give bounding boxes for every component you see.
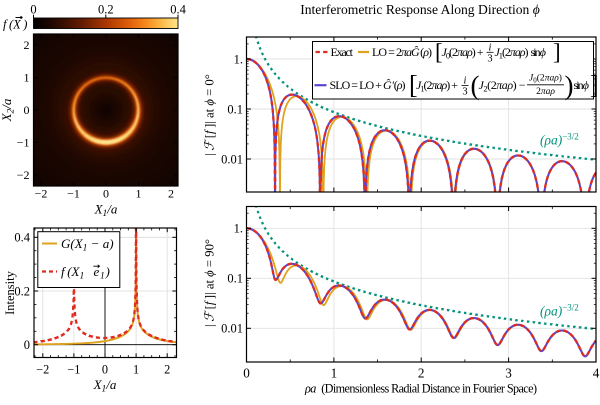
- svg-text:e: e: [94, 264, 100, 279]
- svg-text:1: 1: [24, 71, 30, 85]
- svg-text:f (X1: f (X1: [61, 264, 84, 282]
- svg-text:0.1: 0.1: [227, 102, 243, 116]
- svg-text:2πaρ: 2πaρ: [536, 87, 555, 97]
- svg-text:0.1: 0.1: [227, 272, 243, 286]
- svg-text:[: [: [435, 40, 443, 65]
- svg-text:| ℱ [f ]| at ϕ = 0°: | ℱ [f ]| at ϕ = 0°: [203, 74, 217, 156]
- svg-text:0: 0: [102, 363, 108, 377]
- svg-text:0.2: 0.2: [14, 284, 30, 298]
- svg-text:X1/a: X1/a: [94, 202, 118, 220]
- svg-text:1: 1: [136, 187, 142, 201]
- svg-text:0.4: 0.4: [14, 231, 30, 245]
- svg-text:0: 0: [103, 187, 109, 201]
- svg-text:2: 2: [168, 187, 174, 201]
- svg-text:Interferometric Response Along: Interferometric Response Along Direction…: [300, 2, 540, 17]
- svg-text:J1(2πaρ) +: J1(2πaρ) +: [416, 78, 458, 94]
- svg-text:1.: 1.: [234, 222, 243, 236]
- svg-text:Intensity: Intensity: [3, 270, 17, 314]
- svg-text:−2: −2: [35, 187, 48, 201]
- svg-text:ρa (Dimensionless Radial Dista: ρa (Dimensionless Radial Distance in Fou…: [304, 382, 537, 396]
- svg-text:X1/a: X1/a: [93, 377, 117, 395]
- svg-text:): ): [565, 71, 574, 101]
- svg-text:J2(2πaρ) −: J2(2πaρ) −: [479, 78, 526, 94]
- svg-text:J0(2πaρ): J0(2πaρ): [529, 73, 562, 85]
- svg-text:1: 1: [133, 363, 139, 377]
- svg-text:1.: 1.: [234, 52, 243, 66]
- svg-text:SLO = LO + Ĝ ′(ρ): SLO = LO + Ĝ ′(ρ): [330, 78, 406, 92]
- svg-text:0: 0: [24, 338, 30, 352]
- svg-text:4: 4: [593, 366, 600, 381]
- svg-text:G(X1 − a): G(X1 − a): [61, 236, 114, 254]
- svg-text:2: 2: [24, 38, 30, 52]
- svg-text:LO = 2πaĜ (ρ): LO = 2πaĜ (ρ): [372, 45, 432, 59]
- svg-text:3: 3: [505, 366, 512, 381]
- svg-text:sin ϕ: sin ϕ: [531, 45, 547, 59]
- svg-text:sin ϕ: sin ϕ: [574, 78, 590, 92]
- svg-text:−2: −2: [17, 168, 30, 182]
- svg-text:1: 1: [331, 366, 338, 381]
- svg-text:[: [: [409, 71, 418, 100]
- svg-text:i: i: [464, 76, 467, 87]
- svg-text:0.4: 0.4: [170, 3, 186, 17]
- svg-text:1: 1: [100, 272, 105, 282]
- svg-text:2: 2: [418, 366, 425, 381]
- svg-text:(: (: [471, 71, 480, 101]
- svg-text:0: 0: [243, 366, 250, 381]
- svg-text:3: 3: [487, 54, 492, 65]
- svg-text:J1(2πaρ): J1(2πaρ): [495, 45, 529, 61]
- svg-text:]: ]: [590, 71, 599, 100]
- svg-text:]: ]: [553, 40, 561, 65]
- svg-text:f (X ): f (X ): [3, 18, 27, 32]
- svg-text:0.2: 0.2: [98, 3, 114, 17]
- svg-text:−1: −1: [67, 363, 80, 377]
- svg-text:): ): [105, 264, 110, 279]
- svg-text:−1: −1: [17, 136, 30, 150]
- svg-text:0.01: 0.01: [221, 322, 243, 336]
- svg-text:J0(2πaρ) +: J0(2πaρ) +: [442, 45, 484, 61]
- svg-text:| ℱ [f ]| at ϕ = 90°: | ℱ [f ]| at ϕ = 90°: [203, 239, 217, 327]
- svg-text:0: 0: [30, 3, 36, 17]
- svg-text:−2: −2: [36, 363, 49, 377]
- svg-text:−1: −1: [67, 187, 80, 201]
- svg-text:Exact: Exact: [331, 45, 354, 59]
- svg-text:0.01: 0.01: [221, 152, 243, 166]
- svg-text:i: i: [489, 43, 492, 54]
- svg-text:3: 3: [462, 87, 467, 98]
- svg-text:X2/a: X2/a: [0, 98, 17, 122]
- svg-text:0: 0: [24, 103, 30, 117]
- svg-text:2: 2: [164, 363, 170, 377]
